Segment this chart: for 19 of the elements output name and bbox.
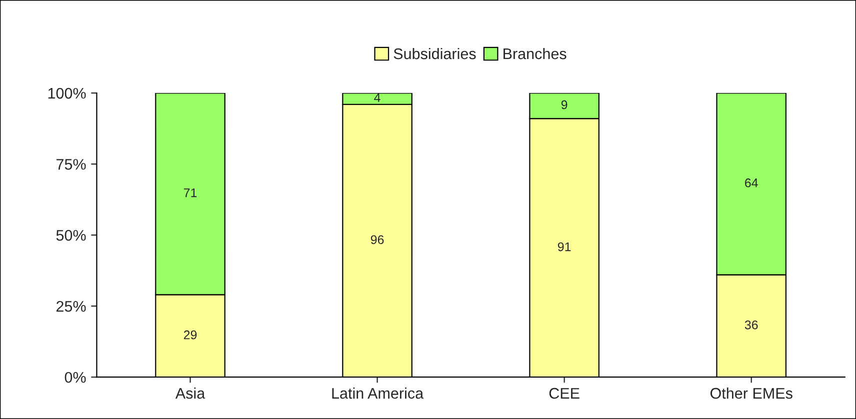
- x-tick-label: Other EMEs: [710, 388, 792, 399]
- data-label: 71: [184, 188, 197, 198]
- y-tick-label: 75%: [56, 158, 86, 170]
- data-label: 64: [745, 178, 758, 188]
- data-label: 36: [744, 320, 758, 330]
- legend-label: Subsidiaries: [394, 48, 476, 60]
- data-label: 96: [370, 235, 384, 244]
- data-label: 91: [558, 242, 571, 252]
- legend-label: Branches: [504, 48, 566, 60]
- y-tick-label: 25%: [56, 300, 86, 312]
- data-label: 9: [561, 100, 568, 110]
- data-label: 29: [184, 330, 197, 340]
- x-tick-label: Asia: [175, 388, 206, 399]
- x-tick-label: CEE: [549, 388, 580, 399]
- y-tick-label: 50%: [56, 230, 86, 241]
- x-tick-label: Latin America: [332, 388, 424, 399]
- data-label: 4: [374, 93, 380, 102]
- y-tick-label: 0%: [64, 372, 86, 383]
- y-tick-label: 100%: [48, 88, 86, 99]
